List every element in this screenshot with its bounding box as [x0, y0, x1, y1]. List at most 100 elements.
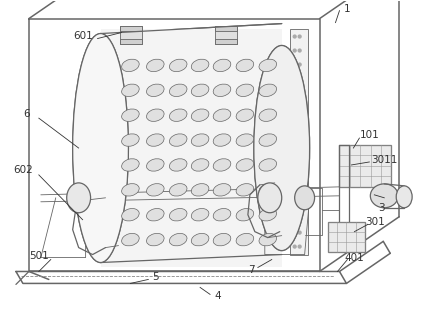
- Text: 1: 1: [344, 4, 351, 14]
- Ellipse shape: [236, 84, 254, 96]
- Ellipse shape: [259, 184, 277, 196]
- Ellipse shape: [191, 209, 209, 221]
- Ellipse shape: [259, 109, 277, 122]
- Ellipse shape: [298, 217, 301, 220]
- Ellipse shape: [293, 189, 296, 192]
- Bar: [215, 26, 237, 31]
- Ellipse shape: [213, 109, 231, 122]
- Ellipse shape: [298, 35, 301, 38]
- Ellipse shape: [122, 209, 139, 221]
- Ellipse shape: [236, 109, 254, 122]
- Ellipse shape: [298, 119, 301, 122]
- Ellipse shape: [293, 245, 296, 248]
- Ellipse shape: [236, 134, 254, 146]
- Text: 7: 7: [249, 265, 255, 276]
- Ellipse shape: [298, 49, 301, 52]
- Ellipse shape: [293, 203, 296, 206]
- Ellipse shape: [122, 84, 139, 96]
- Text: 401: 401: [345, 253, 364, 263]
- Ellipse shape: [147, 134, 164, 146]
- Ellipse shape: [147, 159, 164, 171]
- Ellipse shape: [191, 134, 209, 146]
- Ellipse shape: [258, 183, 282, 213]
- Ellipse shape: [298, 91, 301, 94]
- Bar: [120, 26, 143, 43]
- Text: 4: 4: [215, 291, 221, 301]
- Ellipse shape: [259, 159, 277, 171]
- Ellipse shape: [191, 84, 209, 96]
- Ellipse shape: [370, 184, 398, 208]
- Ellipse shape: [298, 77, 301, 80]
- Text: 101: 101: [360, 130, 379, 140]
- Ellipse shape: [298, 105, 301, 108]
- Ellipse shape: [67, 183, 91, 213]
- Bar: [328, 222, 365, 252]
- Ellipse shape: [170, 159, 187, 171]
- Ellipse shape: [236, 184, 254, 196]
- Bar: [289, 29, 308, 255]
- Ellipse shape: [122, 159, 139, 171]
- Ellipse shape: [298, 231, 301, 234]
- Ellipse shape: [254, 46, 309, 250]
- Text: 301: 301: [365, 217, 385, 227]
- Ellipse shape: [254, 46, 309, 250]
- Ellipse shape: [298, 203, 301, 206]
- Bar: [120, 26, 143, 31]
- Ellipse shape: [396, 186, 412, 208]
- Text: 602: 602: [13, 165, 33, 175]
- Ellipse shape: [170, 84, 187, 96]
- Ellipse shape: [293, 91, 296, 94]
- Ellipse shape: [293, 63, 296, 66]
- Ellipse shape: [293, 77, 296, 80]
- Ellipse shape: [298, 161, 301, 164]
- Ellipse shape: [213, 233, 231, 246]
- Ellipse shape: [298, 175, 301, 178]
- Ellipse shape: [170, 59, 187, 72]
- Ellipse shape: [259, 209, 277, 221]
- Ellipse shape: [147, 84, 164, 96]
- Ellipse shape: [293, 133, 296, 136]
- Ellipse shape: [122, 134, 139, 146]
- Ellipse shape: [236, 209, 254, 221]
- Ellipse shape: [298, 133, 301, 136]
- Ellipse shape: [213, 159, 231, 171]
- Ellipse shape: [191, 59, 209, 72]
- Bar: [215, 38, 237, 43]
- Ellipse shape: [259, 233, 277, 246]
- Ellipse shape: [122, 109, 139, 122]
- Ellipse shape: [122, 184, 139, 196]
- Ellipse shape: [73, 33, 128, 263]
- Ellipse shape: [213, 59, 231, 72]
- Ellipse shape: [293, 35, 296, 38]
- Bar: [120, 38, 143, 43]
- Ellipse shape: [259, 84, 277, 96]
- Ellipse shape: [293, 49, 296, 52]
- Ellipse shape: [147, 209, 164, 221]
- Ellipse shape: [191, 159, 209, 171]
- Ellipse shape: [293, 147, 296, 150]
- Ellipse shape: [213, 209, 231, 221]
- Ellipse shape: [170, 209, 187, 221]
- Ellipse shape: [213, 84, 231, 96]
- Text: 3011: 3011: [371, 155, 397, 165]
- Ellipse shape: [298, 189, 301, 192]
- Text: 6: 6: [24, 109, 30, 119]
- Ellipse shape: [298, 147, 301, 150]
- Ellipse shape: [147, 184, 164, 196]
- Bar: [340, 145, 391, 187]
- Ellipse shape: [298, 63, 301, 66]
- Text: 601: 601: [73, 31, 92, 41]
- Ellipse shape: [170, 134, 187, 146]
- Ellipse shape: [236, 159, 254, 171]
- Ellipse shape: [213, 134, 231, 146]
- Ellipse shape: [259, 59, 277, 72]
- Ellipse shape: [298, 245, 301, 248]
- Text: 5: 5: [152, 272, 159, 282]
- Ellipse shape: [293, 119, 296, 122]
- Ellipse shape: [293, 161, 296, 164]
- Ellipse shape: [213, 184, 231, 196]
- Ellipse shape: [122, 59, 139, 72]
- Ellipse shape: [293, 231, 296, 234]
- Ellipse shape: [191, 184, 209, 196]
- Ellipse shape: [170, 233, 187, 246]
